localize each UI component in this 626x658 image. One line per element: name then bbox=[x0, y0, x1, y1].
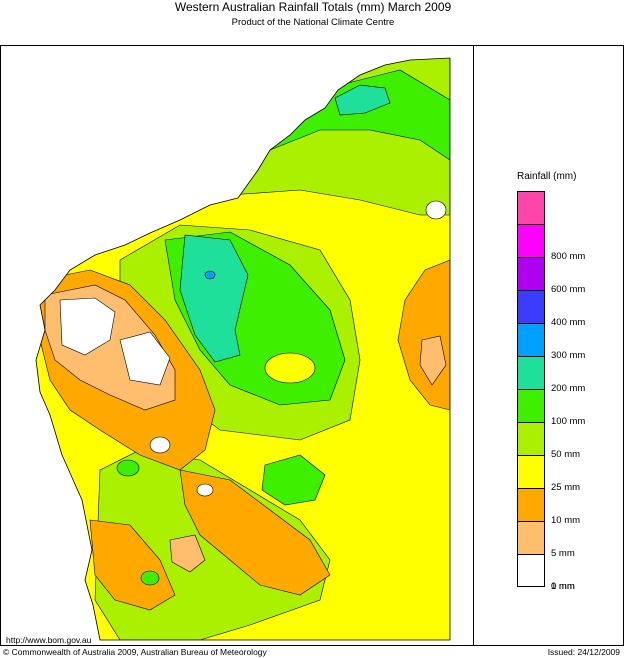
map-frame bbox=[0, 45, 624, 646]
legend-label: 1 mm bbox=[551, 581, 575, 592]
map-band-teal-north bbox=[334, 84, 391, 116]
legend-swatch bbox=[517, 323, 545, 356]
map-band-white-central bbox=[119, 331, 171, 386]
legend-label: 10 mm bbox=[551, 515, 581, 526]
map-band-lightorange-east bbox=[419, 335, 447, 386]
legend-swatch bbox=[517, 356, 545, 389]
map-band-teal-central bbox=[179, 234, 249, 363]
bom-url: http://www.bom.gov.au bbox=[6, 635, 92, 645]
legend-swatch bbox=[517, 191, 545, 224]
map-band-orange-southwest bbox=[89, 519, 176, 611]
map-band-orange-south bbox=[179, 469, 331, 596]
legend-label: 25 mm bbox=[551, 482, 581, 493]
legend-swatch bbox=[517, 224, 545, 257]
map-spot-blue bbox=[204, 270, 216, 280]
legend-label: 600 mm bbox=[551, 284, 586, 295]
map-spot-green-southwest bbox=[116, 459, 140, 477]
map-band-white-west bbox=[59, 297, 116, 356]
rainfall-map bbox=[35, 57, 451, 641]
copyright-text: © Commonwealth of Australia 2009, Austra… bbox=[3, 647, 267, 657]
map-subtitle: Product of the National Climate Centre bbox=[231, 17, 395, 28]
legend-swatch bbox=[517, 290, 545, 323]
legend-label-bottom: 0 mm bbox=[551, 581, 575, 592]
legend-swatch bbox=[517, 422, 545, 455]
map-spot-white-west bbox=[149, 436, 171, 454]
legend-label: 100 mm bbox=[551, 416, 586, 427]
legend-label: 800 mm bbox=[551, 251, 586, 262]
legend-swatch bbox=[517, 554, 545, 587]
legend-swatch bbox=[517, 257, 545, 290]
legend-title: Rainfall (mm) bbox=[517, 171, 577, 182]
legend-swatch bbox=[517, 488, 545, 521]
map-spot-green-south bbox=[140, 570, 160, 586]
wa-coastline bbox=[35, 57, 451, 641]
map-spot-white-northeast bbox=[425, 200, 447, 220]
issued-date: Issued: 24/12/2009 bbox=[547, 647, 620, 657]
legend-label: 300 mm bbox=[551, 350, 586, 361]
map-band-lightorange-south bbox=[169, 534, 206, 573]
map-band-green-east bbox=[261, 454, 326, 506]
legend-swatch bbox=[517, 521, 545, 554]
legend-label: 50 mm bbox=[551, 449, 581, 460]
legend-label: 200 mm bbox=[551, 383, 586, 394]
legend-swatch bbox=[517, 389, 545, 422]
map-spot-yellow-central bbox=[264, 352, 316, 384]
legend-divider bbox=[473, 45, 474, 646]
map-title: Western Australian Rainfall Totals (mm) … bbox=[174, 0, 452, 14]
map-spot-white-south bbox=[196, 483, 214, 497]
legend-label: 5 mm bbox=[551, 548, 575, 559]
legend-swatch bbox=[517, 455, 545, 488]
legend-label: 400 mm bbox=[551, 317, 586, 328]
